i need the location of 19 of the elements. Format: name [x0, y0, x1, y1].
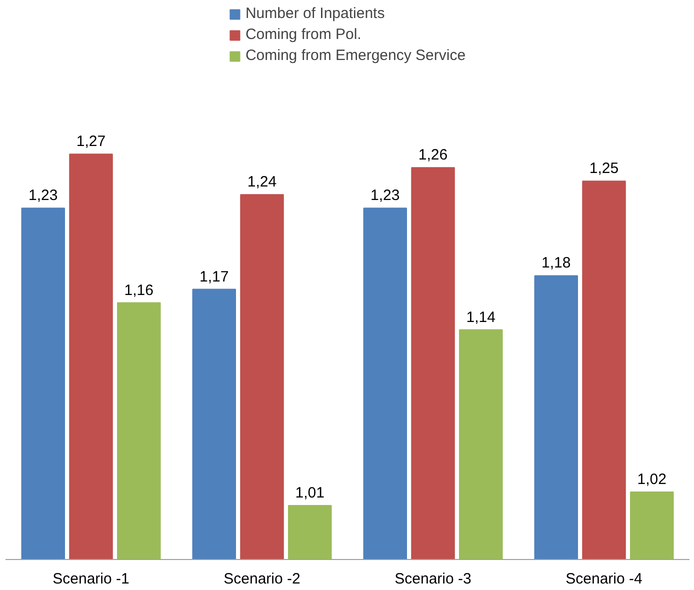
data-label: 1,26 — [418, 146, 448, 164]
data-label: 1,02 — [637, 470, 666, 488]
data-label: 1,17 — [200, 268, 229, 286]
x-tick-label: Scenario -2 — [224, 570, 300, 588]
data-label: 1,18 — [542, 254, 571, 272]
legend-label: Coming from Pol. — [245, 26, 362, 43]
x-tick-label: Scenario -1 — [52, 570, 130, 588]
x-tick-label: Scenario -4 — [566, 570, 642, 588]
data-label: 1,14 — [466, 308, 496, 326]
data-label: 1,16 — [124, 282, 154, 299]
legend-label: Coming from Emergency Service — [245, 47, 466, 64]
data-label: 1,25 — [589, 160, 619, 178]
data-label: 1,23 — [370, 187, 400, 204]
legend-label: Number of Inpatients — [245, 5, 385, 22]
x-tick-label: Scenario -3 — [394, 570, 472, 588]
data-label: 1,24 — [247, 174, 277, 191]
data-label: 1,27 — [76, 133, 106, 150]
data-label: 1,01 — [295, 484, 324, 502]
data-label: 1,23 — [28, 187, 58, 204]
